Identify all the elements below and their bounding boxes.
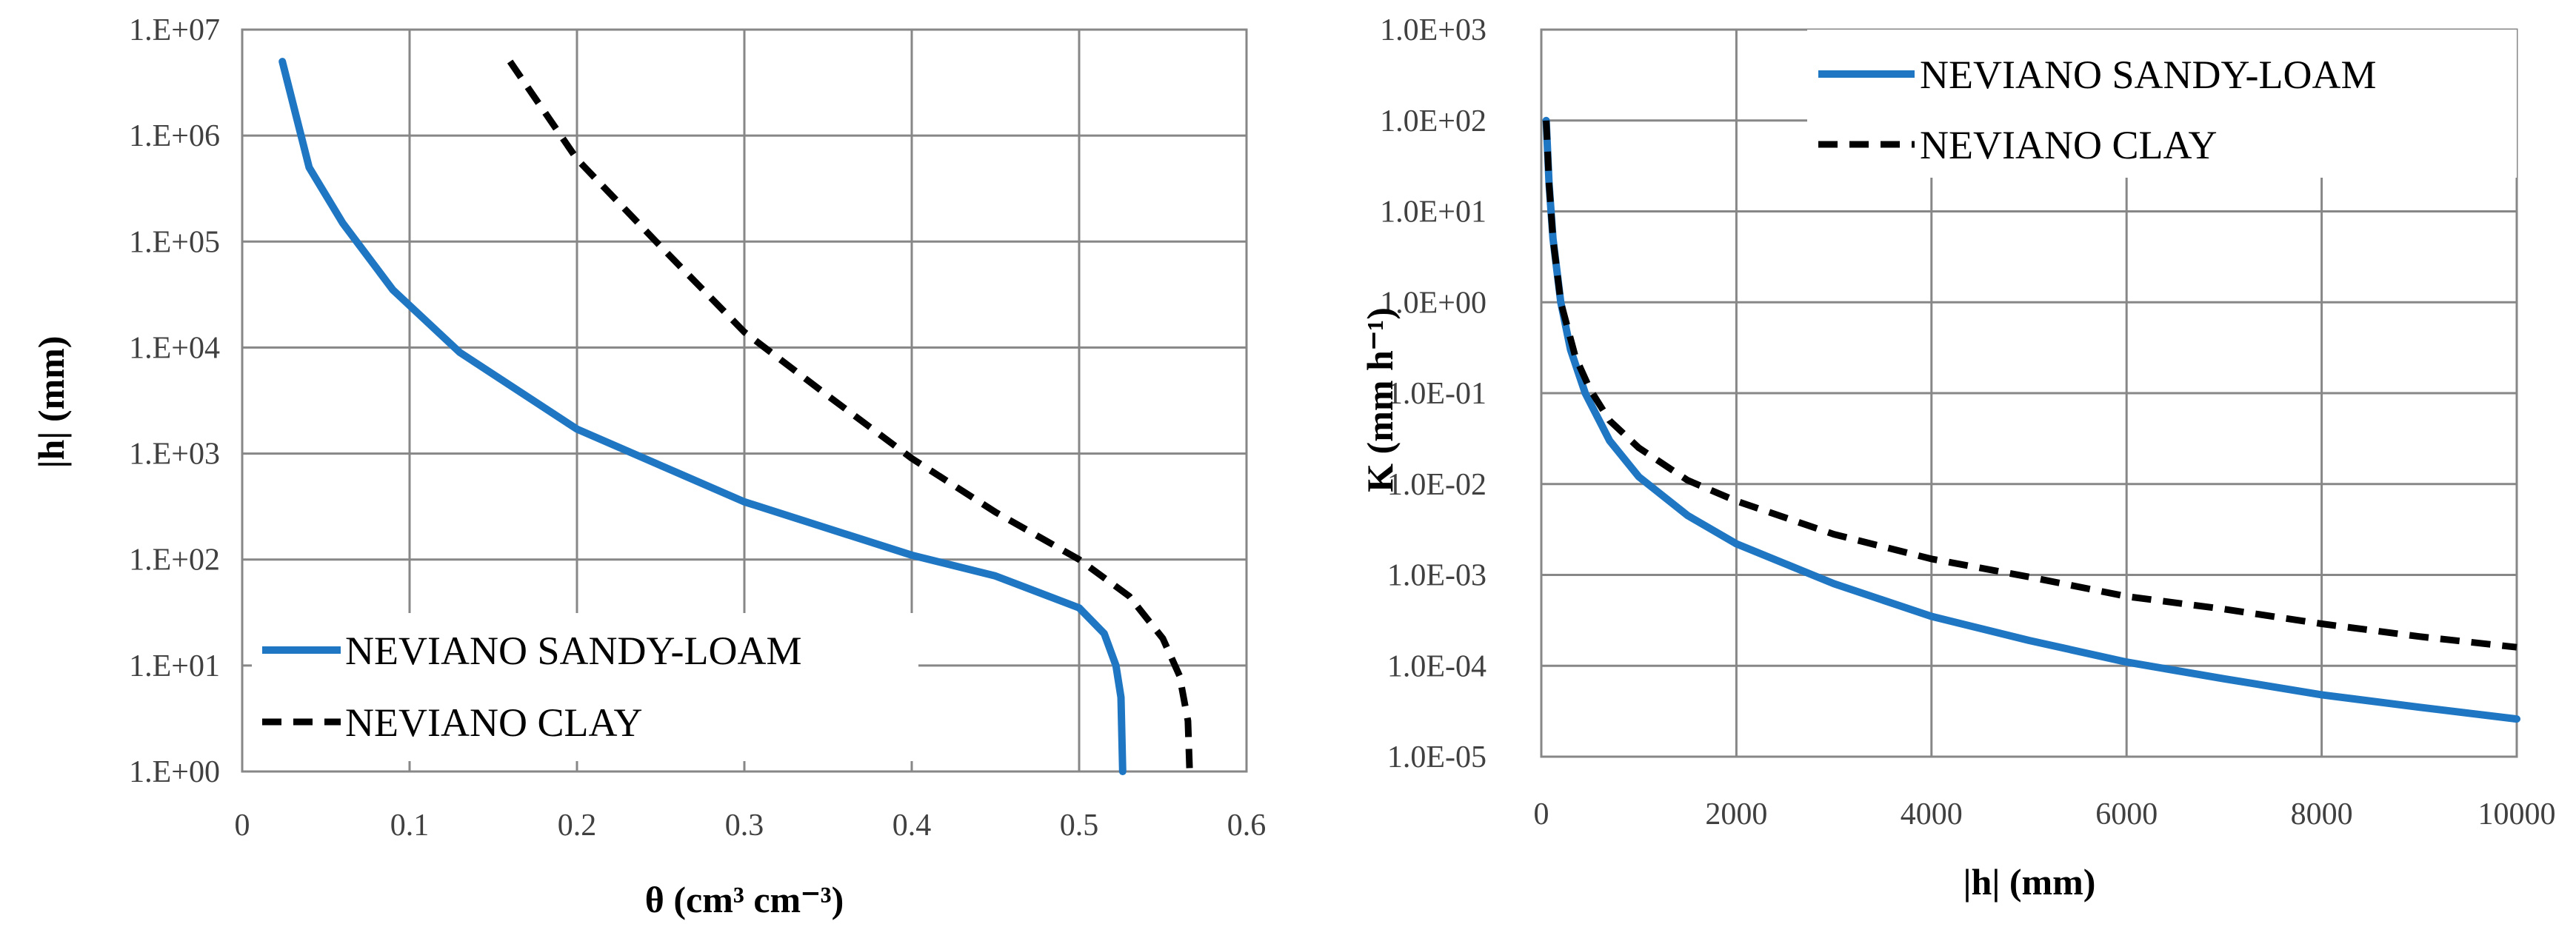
y-tick-label: 1.0E+03 xyxy=(1380,13,1486,47)
x-tick-label: 0.6 xyxy=(1227,809,1267,843)
x-tick-label: 2000 xyxy=(1705,797,1767,831)
plot-frame xyxy=(241,28,1248,773)
y-axis-title: |h| (mm) xyxy=(30,336,72,469)
y-tick-label: 1.E+05 xyxy=(129,225,220,259)
x-tick-label: 4000 xyxy=(1901,797,1963,831)
x-tick-label: 8000 xyxy=(2291,797,2353,831)
x-tick-label: 0 xyxy=(235,809,250,843)
y-tick-label: 1.0E-05 xyxy=(1387,740,1486,774)
y-tick-label: 1.0E-02 xyxy=(1387,468,1486,502)
y-tick-label: 1.0E+01 xyxy=(1380,195,1486,230)
legend-background xyxy=(1807,30,2517,178)
legend-label: NEVIANO SANDY-LOAM xyxy=(1920,53,2376,97)
series-line-sandy-loam xyxy=(278,58,1127,775)
y-tick-label: 1.0E-04 xyxy=(1387,649,1486,683)
x-tick-label: 0.5 xyxy=(1060,809,1099,843)
y-tick-label: 1.0E-03 xyxy=(1387,559,1486,593)
y-tick-label: 1.E+02 xyxy=(129,543,220,578)
y-tick-label: 1.E+06 xyxy=(129,119,220,153)
legend-label: NEVIANO CLAY xyxy=(1920,123,2218,167)
x-tick-label: 0 xyxy=(1534,797,1549,831)
legend-background xyxy=(252,613,918,761)
y-tick-label: 1.0E+02 xyxy=(1380,104,1486,138)
chart-hydraulic-conductivity: 0 2000 4000 6000 8000 10000 1.0E-05 1.0E-04 1.0E… xyxy=(1359,13,2556,903)
x-tick-label: 0.4 xyxy=(892,809,932,843)
legend-label: NEVIANO SANDY-LOAM xyxy=(345,629,801,673)
y-tick-label: 1.0E-01 xyxy=(1387,377,1486,411)
x-tick-label: 0.3 xyxy=(725,809,764,843)
x-axis-title: |h| (mm) xyxy=(1963,861,2096,903)
x-tick-label: 6000 xyxy=(2095,797,2158,831)
y-tick-label: 1.E+04 xyxy=(129,331,220,365)
series-line-clay xyxy=(1543,120,2517,651)
x-tick-label: 0.1 xyxy=(390,809,430,843)
series-line-clay xyxy=(507,59,1193,772)
y-tick-label: 1.E+00 xyxy=(129,755,220,789)
y-tick-label: 1.E+07 xyxy=(129,13,220,47)
x-tick-label: 0.2 xyxy=(558,809,597,843)
x-tick-label: 10000 xyxy=(2478,797,2556,831)
legend-label: NEVIANO CLAY xyxy=(345,700,643,745)
y-tick-label: 1.E+03 xyxy=(129,438,220,472)
y-axis-title: K (mm h⁻¹) xyxy=(1359,307,1401,492)
y-tick-label: 1.E+01 xyxy=(129,649,220,683)
chart-water-retention: 0 0.1 0.2 0.3 0.4 0.5 0.6 1.E+00 1.E+01 1.E+02 1.E… xyxy=(30,13,1266,920)
y-tick-label: 1.0E+00 xyxy=(1380,286,1486,320)
x-axis-title: θ (cm³ cm⁻³) xyxy=(645,879,844,920)
